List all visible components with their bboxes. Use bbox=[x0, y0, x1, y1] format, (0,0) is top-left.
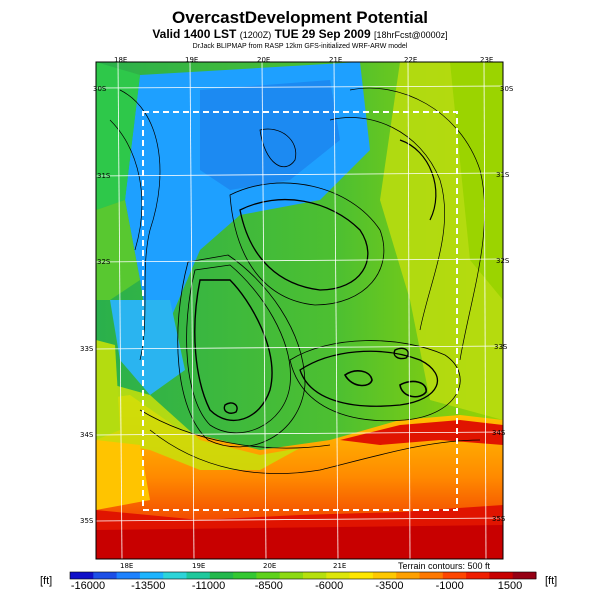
color-bar-swatch bbox=[233, 572, 257, 579]
color-bar-swatch bbox=[326, 572, 351, 579]
unit-label-right: [ft] bbox=[545, 575, 558, 587]
color-bar-swatch bbox=[372, 572, 397, 579]
color-bar-swatch bbox=[163, 572, 187, 579]
color-bar-tick-label: 1500 bbox=[497, 580, 523, 592]
color-bar-swatch bbox=[279, 572, 304, 579]
color-bar-swatch bbox=[466, 572, 490, 579]
color-bar-swatch bbox=[396, 572, 420, 579]
lat-label-right: 34S bbox=[492, 429, 506, 437]
lat-label-left: 33S bbox=[80, 345, 94, 353]
lon-label-top: 20E bbox=[257, 56, 271, 64]
color-bar-swatch bbox=[116, 572, 141, 579]
lat-label-left: 32S bbox=[97, 258, 111, 266]
color-bar-tick-label: -8500 bbox=[254, 580, 283, 592]
inner-domain-box bbox=[142, 111, 458, 511]
lat-label-left: 30S bbox=[93, 85, 107, 93]
lon-label-bottom: 19E bbox=[192, 562, 206, 570]
utc-time: (1200Z) bbox=[239, 30, 272, 40]
color-bar-frame bbox=[69, 571, 537, 580]
forecast-tag: [18hrFcst@0000z] bbox=[373, 30, 448, 40]
color-bar-swatch bbox=[93, 572, 118, 579]
lon-label-bottom: 18E bbox=[120, 562, 134, 570]
lat-label-left: 35S bbox=[80, 517, 94, 525]
color-bar-swatch bbox=[70, 572, 94, 579]
color-bar-tick-label: -3500 bbox=[375, 580, 404, 592]
lat-label-right: 33S bbox=[494, 343, 508, 351]
color-bar bbox=[69, 571, 537, 580]
map-frame bbox=[95, 61, 504, 560]
lat-label-left: 34S bbox=[80, 431, 94, 439]
lon-label-top: 22E bbox=[404, 56, 418, 64]
terrain-contours-note: Terrain contours: 500 ft bbox=[398, 561, 491, 571]
lon-label-top: 19E bbox=[185, 56, 199, 64]
lat-lon-grid bbox=[95, 61, 504, 560]
color-bar-swatch bbox=[303, 572, 327, 579]
unit-label-left: [ft] bbox=[40, 575, 53, 587]
color-bar-swatch bbox=[209, 572, 234, 579]
color-bar-swatch bbox=[256, 572, 281, 579]
valid-time-line: Valid 1400 LST (1200Z) TUE 29 Sep 2009 [… bbox=[0, 27, 600, 41]
color-bar-swatch bbox=[489, 572, 514, 579]
lon-label-top: 23E bbox=[480, 56, 494, 64]
lon-label-top: 21E bbox=[329, 56, 343, 64]
source-line: DrJack BLIPMAP from RASP 12km GFS-initia… bbox=[192, 43, 408, 50]
lat-label-right: 30S bbox=[500, 85, 514, 93]
chart-title: OvercastDevelopment Potential bbox=[171, 8, 429, 27]
terrain-contours bbox=[109, 87, 485, 474]
color-bar-tick-label: -13500 bbox=[131, 580, 166, 592]
map-field bbox=[96, 62, 503, 559]
valid-date: TUE 29 Sep 2009 bbox=[274, 27, 371, 41]
color-bar-tick-label: -11000 bbox=[191, 580, 226, 592]
lon-label-bottom: 20E bbox=[263, 562, 277, 570]
color-bar-swatch bbox=[349, 572, 374, 579]
color-bar-swatch bbox=[442, 572, 467, 579]
color-bar-swatch bbox=[139, 572, 164, 579]
lon-label-top: 18E bbox=[114, 56, 128, 64]
valid-time: Valid 1400 LST bbox=[152, 27, 237, 41]
lat-label-left: 31S bbox=[97, 172, 111, 180]
color-bar-swatch bbox=[419, 572, 444, 579]
color-bar-tick-label: -1000 bbox=[435, 580, 464, 592]
lat-label-right: 35S bbox=[492, 515, 506, 523]
color-bar-tick-label: -6000 bbox=[315, 580, 344, 592]
lon-label-bottom: 21E bbox=[333, 562, 347, 570]
color-bar-swatch bbox=[186, 572, 211, 579]
color-bar-swatch bbox=[512, 572, 537, 579]
color-bar-tick-label: -16000 bbox=[70, 580, 106, 592]
lat-label-right: 31S bbox=[496, 171, 510, 179]
lat-label-right: 32S bbox=[496, 257, 510, 265]
